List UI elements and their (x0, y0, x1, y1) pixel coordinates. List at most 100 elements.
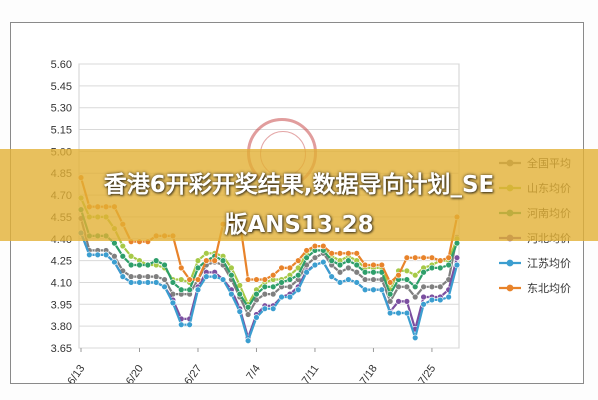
series-5-point (253, 276, 260, 283)
y-tick-label: 4.25 (51, 256, 72, 268)
series-0-point (412, 293, 419, 301)
series-2-point (345, 257, 352, 264)
series-3-point (453, 254, 461, 261)
y-tick-label: 3.80 (51, 321, 72, 333)
series-4-point (178, 321, 185, 328)
series-2-point (219, 257, 227, 264)
series-4-point (219, 276, 227, 283)
series-4-point (445, 293, 452, 301)
y-tick-label: 4.10 (51, 277, 72, 289)
series-2-point (119, 253, 126, 260)
series-4-point (194, 286, 202, 293)
series-0-point (269, 290, 277, 298)
series-1-point (119, 242, 126, 250)
series-2-point (228, 271, 235, 279)
series-5-point (303, 247, 310, 254)
x-tick-label: 7/4 (244, 363, 263, 382)
series-5-point (386, 279, 394, 286)
series-4-point (253, 314, 260, 321)
series-5-point (428, 254, 436, 261)
series-4-point (395, 309, 402, 317)
series-2-point (361, 269, 369, 276)
series-4-point (412, 334, 419, 342)
series-0-point (428, 283, 436, 291)
x-tick-label: 7/25 (416, 363, 438, 383)
series-4-point (303, 269, 310, 276)
series-4-point (228, 290, 235, 298)
series-5-point (178, 264, 185, 272)
banner-title-line-1: 香港6开彩开奖结果,数据导向计划_SE (103, 172, 495, 198)
series-4-point (345, 276, 352, 283)
series-5-point (203, 257, 210, 264)
series-3-point (403, 298, 411, 305)
series-2-point (253, 290, 260, 298)
series-0-point (161, 276, 168, 283)
series-4-point (261, 305, 269, 312)
series-5-point (278, 264, 285, 272)
series-5-point (345, 250, 352, 257)
series-line-5 (79, 177, 459, 284)
series-2-point (295, 271, 302, 279)
series-0-point (403, 283, 411, 291)
series-2-point (127, 261, 135, 269)
series-0-point (144, 273, 152, 280)
series-4-point (295, 286, 302, 293)
y-tick-label: 5.45 (51, 81, 72, 93)
series-4-point (361, 286, 369, 293)
series-5-point (295, 257, 302, 264)
series-0-point (353, 269, 360, 276)
series-4-point (336, 279, 344, 286)
series-line-4 (79, 232, 459, 342)
y-tick-label: 5.30 (51, 103, 72, 115)
series-5-point (269, 271, 277, 279)
series-5-point (403, 254, 411, 261)
legend-marker-5 (506, 284, 514, 292)
series-4-point (169, 299, 177, 307)
series-4-point (437, 296, 444, 304)
series-2-point (353, 261, 360, 269)
y-tick-label: 3.95 (51, 299, 72, 311)
series-4-point (244, 337, 252, 344)
series-5-point (370, 261, 377, 269)
series-2-point (194, 264, 202, 272)
series-2-point (236, 290, 243, 298)
series-3-point (420, 293, 427, 301)
y-tick-label: 5.60 (51, 59, 72, 71)
series-3-point (395, 298, 402, 305)
series-5-point (361, 261, 369, 269)
series-5-point (412, 254, 419, 261)
series-2-point (178, 286, 185, 293)
series-4-point (286, 293, 294, 301)
series-2-point (278, 279, 285, 286)
series-4-point (420, 301, 427, 308)
x-tick-label: 6/20 (124, 363, 146, 383)
banner-title-line-2: 版ANS13.28 (224, 212, 374, 238)
series-2-point (412, 283, 419, 291)
series-2-point (244, 304, 252, 311)
series-2-point (336, 261, 344, 269)
series-4-point (320, 258, 327, 266)
legend-label-4: 江苏均价 (527, 257, 571, 270)
series-4-point (428, 296, 436, 304)
series-2-point (328, 257, 335, 264)
series-2-point (437, 264, 444, 272)
series-5-point (311, 242, 319, 250)
series-4-point (144, 279, 152, 286)
legend-label-5: 东北均价 (527, 282, 571, 295)
series-5-point (286, 264, 294, 272)
series-1-point (228, 264, 235, 272)
series-0-point (345, 264, 352, 272)
series-5-point (261, 276, 269, 283)
series-2-point (286, 276, 294, 283)
series-5-point (211, 257, 218, 264)
series-4-point (386, 309, 394, 317)
series-5-point (320, 242, 327, 250)
series-4-point (278, 293, 285, 301)
series-4-point (311, 261, 319, 269)
series-0-point (420, 283, 427, 291)
y-tick-label: 3.65 (51, 343, 72, 355)
series-2-point (386, 290, 394, 298)
series-1-point (194, 257, 202, 264)
series-4-point (378, 286, 385, 293)
series-2-point (153, 257, 160, 264)
